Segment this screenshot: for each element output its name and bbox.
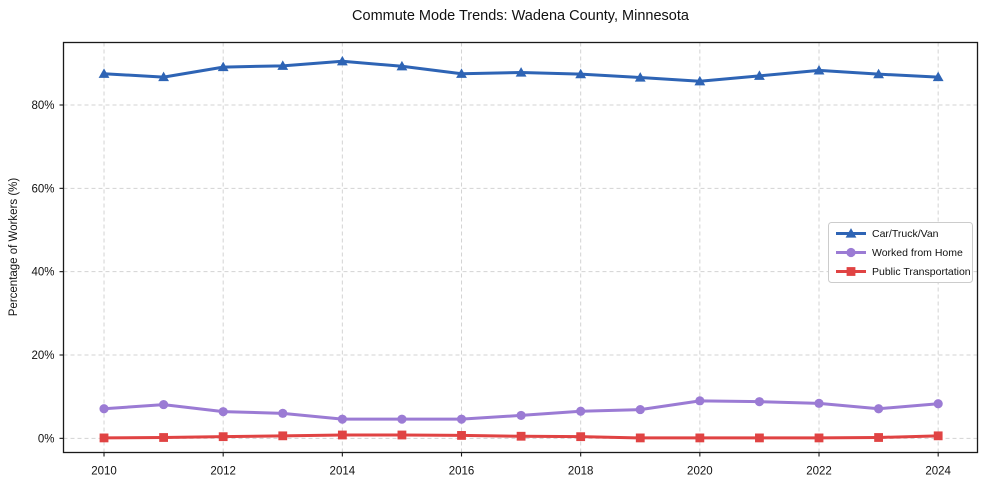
legend-label: Car/Truck/Van (872, 228, 939, 240)
triangle-marker (754, 70, 765, 80)
circle-marker (99, 404, 109, 414)
x-tick-labels: 2010 2012 2014 2016 2018 2020 2022 2024 (91, 466, 951, 478)
series-car-truck-van (98, 55, 944, 86)
legend-entry-worked-from-home: Worked from Home (836, 247, 963, 259)
circle-marker (337, 414, 347, 424)
x-tick-label: 2014 (330, 466, 356, 478)
x-tick-label: 2018 (568, 466, 594, 478)
square-marker (576, 432, 586, 442)
triangle-marker (515, 67, 527, 77)
circle-marker (635, 404, 645, 415)
square-marker (278, 431, 288, 441)
legend-label: Public Transportation (872, 266, 971, 278)
triangle-marker (694, 75, 706, 86)
square-marker (457, 431, 466, 440)
circle-marker (576, 406, 586, 416)
legend-box (828, 222, 973, 283)
triangle-marker (336, 55, 348, 66)
circle-marker (397, 414, 407, 424)
x-tick-label: 2010 (91, 466, 117, 478)
circle-marker (814, 398, 824, 408)
axis-ticks (59, 104, 939, 457)
x-tick-label: 2024 (925, 466, 951, 478)
y-tick-label: 40% (31, 267, 54, 279)
triangle-marker (845, 228, 857, 238)
triangle-marker (277, 60, 289, 70)
square-marker (695, 433, 705, 443)
x-tick-label: 2020 (687, 466, 713, 478)
series-public-transportation (99, 430, 943, 443)
triangle-marker (813, 65, 825, 75)
y-tick-label: 20% (31, 350, 54, 362)
triangle-marker (634, 72, 646, 82)
square-marker (846, 267, 856, 276)
circle-marker (218, 407, 228, 417)
triangle-marker (217, 61, 229, 72)
circle-marker (158, 399, 169, 410)
square-marker (635, 433, 645, 443)
square-marker (218, 432, 228, 442)
legend: Car/Truck/Van Worked from Home Public Tran… (828, 222, 973, 283)
square-marker (516, 431, 526, 441)
circle-marker (846, 247, 856, 258)
circle-marker (695, 396, 705, 406)
chart-title: Commute Mode Trends: Wadena County, Minn… (352, 8, 689, 24)
triangle-marker (456, 68, 467, 78)
triangle-marker (396, 60, 408, 71)
legend-entry-car-truck-van: Car/Truck/Van (836, 228, 939, 240)
circle-marker (516, 410, 526, 421)
square-marker (159, 433, 168, 442)
square-marker (337, 430, 347, 440)
triangle-marker (575, 68, 587, 79)
circle-marker (933, 399, 943, 409)
x-tick-label: 2012 (210, 466, 236, 478)
circle-marker (754, 397, 765, 407)
triangle-marker (932, 71, 944, 82)
circle-marker (873, 404, 884, 414)
y-tick-label: 0% (38, 433, 55, 445)
square-marker (755, 433, 764, 443)
triangle-marker (158, 71, 169, 82)
y-tick-labels: 0% 20% 40% 60% 80% (31, 100, 54, 445)
square-marker (874, 433, 883, 442)
y-tick-label: 80% (31, 100, 54, 112)
square-marker (933, 431, 943, 441)
plot-border (62, 41, 979, 454)
triangle-marker (873, 68, 884, 79)
legend-entry-public-transportation: Public Transportation (836, 266, 971, 278)
x-tick-label: 2022 (806, 466, 832, 478)
circle-marker (456, 414, 467, 424)
circle-marker (278, 408, 288, 418)
x-tick-label: 2016 (449, 466, 475, 478)
triangle-marker (98, 68, 110, 78)
square-marker (397, 430, 407, 440)
y-tick-label: 60% (31, 183, 54, 195)
legend-label: Worked from Home (872, 247, 963, 259)
square-marker (99, 433, 109, 443)
series-worked-from-home (99, 396, 943, 424)
square-marker (814, 433, 824, 443)
